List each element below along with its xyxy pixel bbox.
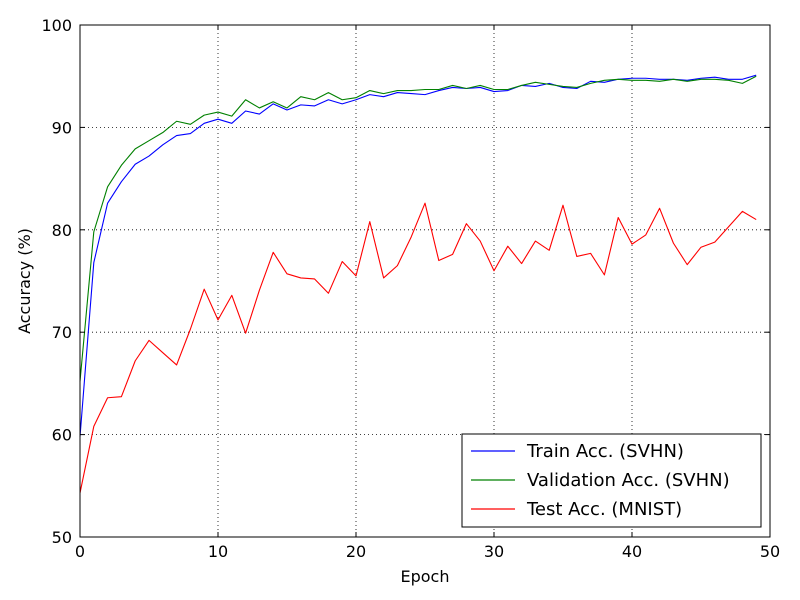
axis-ticks: 0 10 20 30 40 50 50 60 70 80 90 100 bbox=[41, 16, 780, 561]
y-tick-label: 80 bbox=[52, 221, 72, 240]
y-axis-label: Accuracy (%) bbox=[15, 228, 34, 334]
x-tick-label: 20 bbox=[346, 542, 366, 561]
x-tick-label: 40 bbox=[622, 542, 642, 561]
series-line-2 bbox=[79, 202, 757, 494]
y-tick-label: 90 bbox=[52, 118, 72, 137]
y-tick-label: 60 bbox=[52, 426, 72, 445]
series-line-0 bbox=[79, 74, 757, 437]
x-tick-label: 30 bbox=[484, 542, 504, 561]
x-tick-label: 50 bbox=[760, 542, 780, 561]
plot-area-frame bbox=[79, 24, 771, 538]
legend: Train Acc. (SVHN) Validation Acc. (SVHN) T… bbox=[461, 433, 762, 528]
legend-label: Train Acc. (SVHN) bbox=[526, 441, 684, 462]
y-tick-label: 70 bbox=[52, 323, 72, 342]
legend-label: Validation Acc. (SVHN) bbox=[527, 470, 730, 491]
y-tick-label: 100 bbox=[41, 16, 72, 35]
x-tick-label: 10 bbox=[208, 542, 228, 561]
x-axis-label: Epoch bbox=[401, 567, 450, 586]
x-tick-label: 0 bbox=[75, 542, 85, 561]
series-line-1 bbox=[79, 75, 757, 382]
legend-label: Test Acc. (MNIST) bbox=[526, 499, 682, 520]
series-lines bbox=[79, 74, 757, 494]
grid bbox=[80, 25, 770, 537]
y-tick-label: 50 bbox=[52, 528, 72, 547]
